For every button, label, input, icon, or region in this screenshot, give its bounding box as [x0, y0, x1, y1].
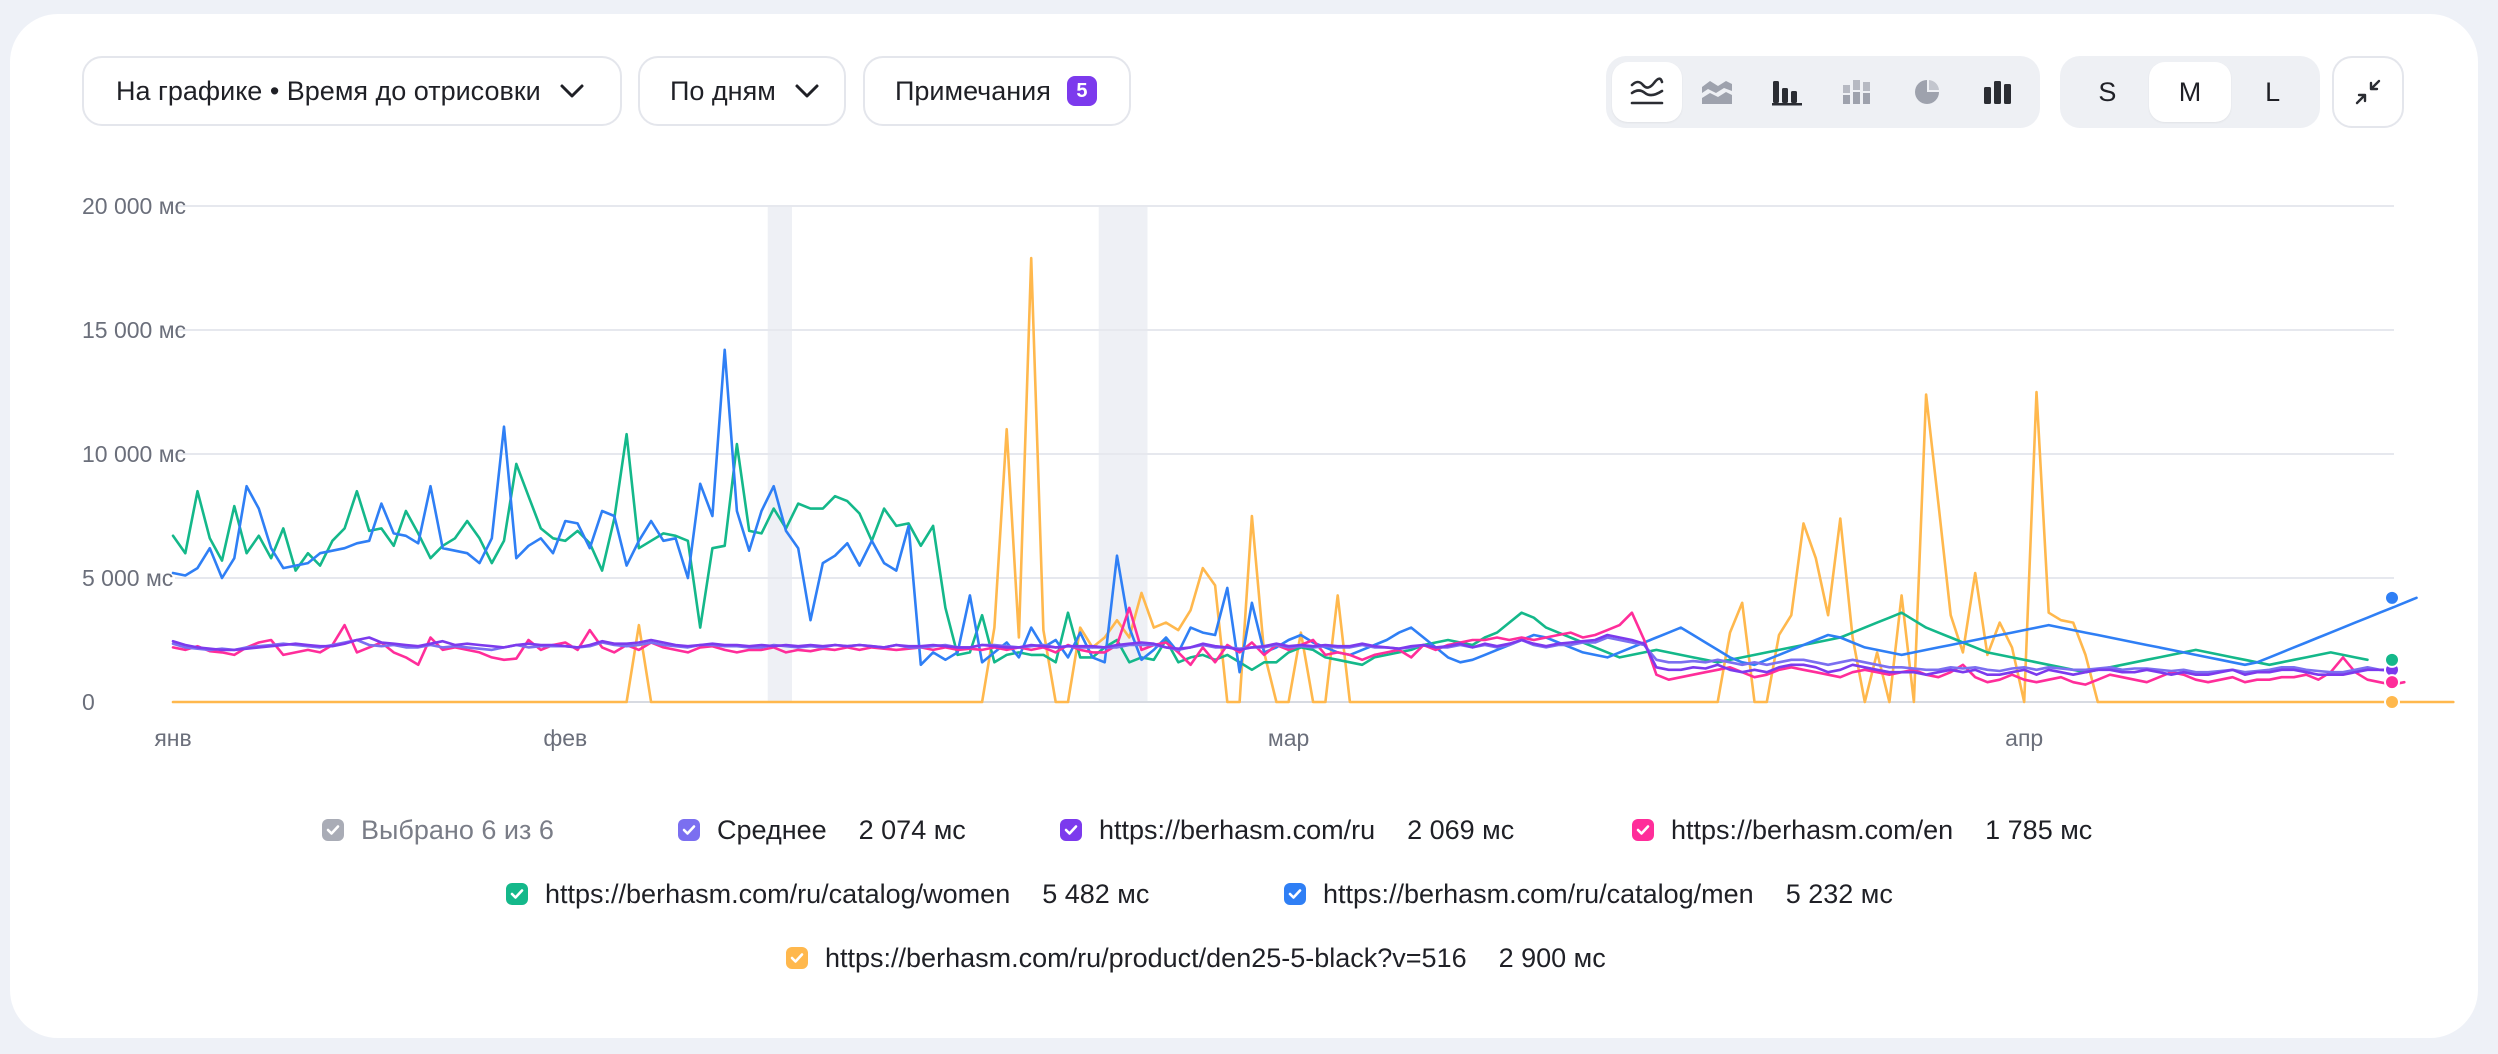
collapse-icon	[2355, 79, 2381, 105]
line-chart-icon	[1630, 77, 1664, 105]
checkbox-icon	[678, 819, 700, 841]
stacked-bar-button[interactable]	[1822, 62, 1892, 122]
legend-item-en[interactable]: https://berhasm.com/en 1 785 мс	[1632, 810, 2092, 850]
legend-item-product[interactable]: https://berhasm.com/ru/product/den25-5-b…	[786, 938, 1606, 978]
series-line	[171, 633, 2394, 677]
pie-chart-icon	[1915, 80, 1939, 104]
metric-dropdown-label: На графике • Время до отрисовки	[116, 75, 541, 106]
checkbox-icon	[1060, 819, 1082, 841]
checkbox-icon	[1284, 883, 1306, 905]
legend-item-average[interactable]: Среднее 2 074 мс	[678, 810, 966, 850]
size-s-button[interactable]: S	[2098, 76, 2117, 107]
notes-button-label: Примечания	[895, 75, 1051, 106]
stacked-area-icon	[1702, 81, 1732, 104]
x-tick-label: мар	[1268, 725, 1309, 751]
y-tick-label: 15 000 мс	[82, 317, 186, 343]
legend-item-value: 2 900 мс	[1498, 942, 1606, 973]
legend-select-all[interactable]: Выбрано 6 из 6	[322, 810, 554, 850]
series-line	[171, 432, 2369, 674]
legend-item-name: https://berhasm.com/ru/catalog/men	[1323, 878, 1754, 909]
legend-item-value: 5 482 мс	[1042, 878, 1150, 909]
stacked-area-button[interactable]	[1682, 62, 1752, 122]
notes-count-badge: 5	[1066, 76, 1097, 106]
series-endpoint	[2384, 674, 2400, 691]
size-l-button[interactable]: L	[2265, 76, 2281, 107]
legend-selected-label: Выбрано 6 из 6	[361, 814, 554, 845]
column-chart-icon	[1984, 81, 2011, 104]
y-tick-label: 20 000 мс	[82, 193, 186, 219]
column-chart-button[interactable]	[1962, 62, 2032, 122]
chart-type-switcher	[1606, 56, 2040, 128]
notes-button[interactable]: Примечания 5	[863, 56, 1131, 126]
collapse-button[interactable]	[2332, 56, 2404, 128]
legend-item-catalog-men[interactable]: https://berhasm.com/ru/catalog/men 5 232…	[1284, 874, 1893, 914]
x-tick-label: янв	[154, 725, 191, 751]
legend-item-ru[interactable]: https://berhasm.com/ru 2 069 мс	[1060, 810, 1514, 850]
series-line	[171, 348, 2418, 674]
metric-dropdown[interactable]: На графике • Время до отрисовки	[82, 56, 622, 126]
legend-item-name: https://berhasm.com/ru	[1099, 814, 1376, 845]
checkbox-icon	[1632, 819, 1654, 841]
legend-item-name: https://berhasm.com/en	[1671, 814, 1954, 845]
chevron-down-icon	[794, 83, 820, 99]
legend-item-value: 2 074 мс	[858, 814, 966, 845]
legend-item-value: 2 069 мс	[1407, 814, 1515, 845]
x-tick-label: фев	[543, 725, 587, 751]
size-m-button[interactable]: M	[2148, 62, 2232, 122]
bar-chart-button[interactable]	[1752, 62, 1822, 122]
x-tick-label: апр	[2005, 725, 2043, 751]
checkbox-icon	[506, 883, 528, 905]
legend-item-name: https://berhasm.com/ru/catalog/women	[545, 878, 1011, 909]
series-line	[171, 256, 2455, 704]
series-line	[171, 606, 2406, 686]
series-endpoint	[2384, 651, 2400, 668]
legend-item-value: 5 232 мс	[1785, 878, 1893, 909]
grouping-dropdown-label: По дням	[670, 75, 776, 106]
checkbox-icon	[786, 947, 808, 969]
size-switcher: S M L	[2060, 56, 2320, 128]
chart-toolbar: На графике • Время до отрисовки По дням …	[72, 56, 2426, 128]
grouping-dropdown[interactable]: По дням	[638, 56, 846, 126]
y-tick-label: 0	[82, 689, 95, 715]
y-tick-label: 5 000 мс	[82, 565, 173, 591]
checkbox-icon	[322, 819, 344, 841]
legend-item-value: 1 785 мс	[1985, 814, 2093, 845]
line-chart-button[interactable]	[1612, 62, 1682, 122]
legend-item-catalog-women[interactable]: https://berhasm.com/ru/catalog/women 5 4…	[506, 874, 1149, 914]
legend-item-name: Среднее	[717, 814, 827, 845]
pie-chart-button[interactable]	[1892, 62, 1962, 122]
chevron-down-icon	[559, 83, 585, 99]
series-endpoint	[2384, 694, 2400, 710]
legend-item-name: https://berhasm.com/ru/product/den25-5-b…	[825, 942, 1467, 973]
stacked-bar-icon	[1843, 80, 1870, 104]
y-tick-label: 10 000 мс	[82, 441, 186, 467]
line-chart: 20 000 мс 15 000 мс 10 000 мс 5 000 мс 0 янв ф…	[82, 193, 2455, 751]
bar-chart-icon	[1772, 81, 1802, 106]
series-endpoint	[2384, 589, 2400, 606]
